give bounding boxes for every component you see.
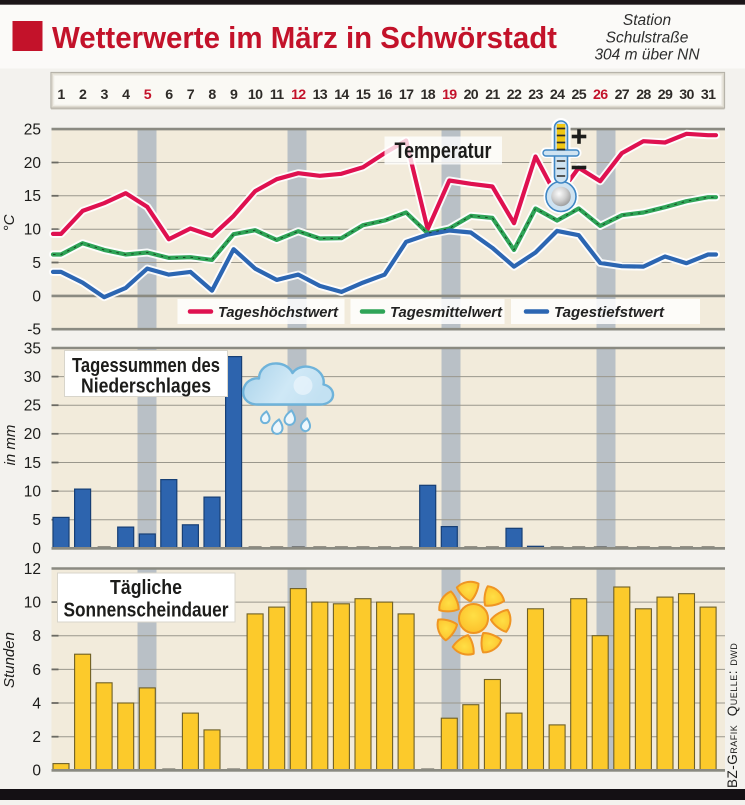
- svg-text:Tägliche: Tägliche: [110, 577, 182, 599]
- svg-text:4: 4: [122, 87, 130, 103]
- svg-text:23: 23: [528, 87, 543, 103]
- svg-text:Schulstraße: Schulstraße: [606, 29, 689, 46]
- svg-text:18: 18: [421, 87, 436, 103]
- svg-text:8: 8: [32, 628, 41, 645]
- svg-text:Stunden: Stunden: [1, 632, 18, 688]
- svg-text:2: 2: [79, 87, 87, 103]
- svg-text:25: 25: [24, 398, 41, 415]
- svg-text:2: 2: [32, 729, 41, 746]
- svg-text:25: 25: [24, 122, 41, 139]
- svg-text:6: 6: [32, 662, 41, 679]
- svg-text:BZ-Grafik Quelle: dwd: BZ-Grafik Quelle: dwd: [725, 643, 740, 788]
- svg-text:27: 27: [615, 87, 630, 103]
- svg-text:Sonnenscheindauer: Sonnenscheindauer: [64, 600, 229, 622]
- svg-text:0: 0: [32, 763, 41, 780]
- svg-text:0: 0: [32, 288, 41, 305]
- svg-text:Temperatur: Temperatur: [395, 138, 492, 163]
- svg-text:12: 12: [291, 87, 306, 103]
- svg-text:6: 6: [165, 87, 173, 103]
- svg-text:5: 5: [32, 255, 41, 272]
- svg-text:12: 12: [24, 561, 41, 578]
- svg-text:20: 20: [24, 426, 42, 443]
- svg-text:in mm: in mm: [2, 425, 19, 466]
- svg-text:13: 13: [313, 87, 328, 103]
- svg-text:15: 15: [24, 455, 41, 472]
- svg-text:22: 22: [507, 87, 522, 103]
- svg-text:31: 31: [701, 87, 716, 103]
- svg-text:3: 3: [100, 87, 108, 103]
- svg-text:28: 28: [636, 87, 651, 103]
- svg-text:Niederschlages: Niederschlages: [81, 376, 211, 398]
- svg-text:°C: °C: [1, 214, 18, 231]
- svg-text:Wetterwerte im März in Schwörs: Wetterwerte im März in Schwörstadt: [52, 20, 557, 55]
- svg-text:11: 11: [270, 87, 284, 103]
- svg-text:26: 26: [593, 87, 608, 103]
- svg-text:1: 1: [57, 87, 65, 103]
- svg-text:5: 5: [144, 87, 152, 103]
- svg-text:35: 35: [24, 340, 41, 357]
- svg-text:24: 24: [550, 87, 565, 103]
- svg-text:14: 14: [334, 87, 349, 103]
- svg-text:20: 20: [464, 87, 479, 103]
- svg-text:10: 10: [24, 222, 42, 239]
- svg-text:4: 4: [32, 695, 41, 712]
- svg-text:19: 19: [442, 87, 457, 103]
- svg-text:10: 10: [24, 595, 42, 612]
- svg-text:7: 7: [187, 87, 195, 103]
- svg-text:Tagesmittelwert: Tagesmittelwert: [390, 304, 503, 321]
- svg-text:10: 10: [248, 87, 263, 103]
- svg-text:25: 25: [572, 87, 587, 103]
- svg-text:0: 0: [32, 541, 41, 558]
- svg-text:304 m über NN: 304 m über NN: [594, 47, 700, 64]
- svg-text:15: 15: [24, 188, 41, 205]
- svg-text:9: 9: [230, 87, 238, 103]
- svg-text:15: 15: [356, 87, 371, 103]
- svg-text:30: 30: [679, 87, 694, 103]
- svg-text:20: 20: [24, 155, 42, 172]
- svg-text:29: 29: [658, 87, 673, 103]
- svg-text:5: 5: [32, 512, 41, 529]
- svg-text:17: 17: [399, 87, 414, 103]
- svg-text:30: 30: [24, 369, 42, 386]
- svg-text:16: 16: [377, 87, 392, 103]
- svg-text:Tageshöchstwert: Tageshöchstwert: [218, 304, 339, 321]
- svg-text:Tagestiefstwert: Tagestiefstwert: [554, 304, 665, 321]
- svg-text:-5: -5: [27, 322, 41, 339]
- svg-text:21: 21: [485, 87, 500, 103]
- svg-text:8: 8: [208, 87, 216, 103]
- svg-text:Station: Station: [623, 12, 671, 29]
- svg-text:10: 10: [24, 484, 42, 501]
- svg-text:Tagessummen des: Tagessummen des: [72, 355, 220, 377]
